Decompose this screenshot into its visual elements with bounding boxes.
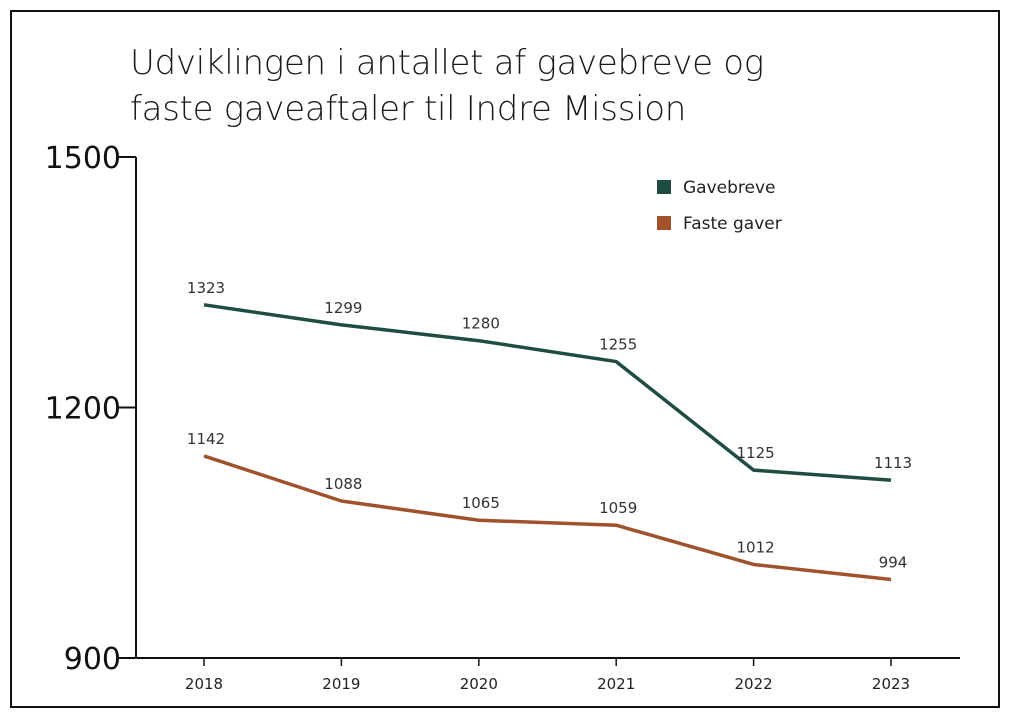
chart-title-line-1: Udviklingen i antallet af gavebreve og (130, 43, 764, 83)
legend-swatch (657, 180, 671, 194)
data-label: 1255 (599, 336, 637, 354)
x-tick-label: 2019 (322, 675, 360, 693)
data-label: 1113 (874, 454, 912, 472)
data-label: 1012 (737, 538, 775, 556)
y-tick-label: 1500 (45, 141, 121, 176)
series-line-faste-gaver (203, 454, 892, 582)
data-label: 1059 (599, 499, 637, 517)
data-label: 1323 (187, 279, 225, 297)
data-label: 1280 (462, 315, 500, 333)
legend-label: Gavebreve (683, 178, 776, 198)
chart-frame (10, 10, 1000, 708)
legend-swatch (657, 216, 671, 230)
chart-title-line-2: faste gaveaftaler til Indre Mission (130, 89, 687, 129)
x-tick-label: 2021 (597, 675, 635, 693)
data-label: 1065 (462, 494, 500, 512)
data-label: 1142 (187, 430, 225, 448)
chart-title: Udviklingen i antallet af gavebreve og f… (130, 40, 764, 132)
x-tick-label: 2018 (185, 675, 223, 693)
y-tick-label: 1200 (45, 392, 121, 427)
data-label: 994 (879, 554, 908, 572)
x-tick-label: 2022 (735, 675, 773, 693)
data-label: 1125 (737, 444, 775, 462)
data-label: 1299 (324, 299, 362, 317)
x-tick-label: 2020 (460, 675, 498, 693)
legend-label: Faste gaver (683, 214, 782, 234)
data-label: 1088 (324, 475, 362, 493)
y-tick-label: 900 (64, 642, 121, 677)
series-line-gavebreve (203, 303, 892, 482)
x-tick-label: 2023 (872, 675, 910, 693)
